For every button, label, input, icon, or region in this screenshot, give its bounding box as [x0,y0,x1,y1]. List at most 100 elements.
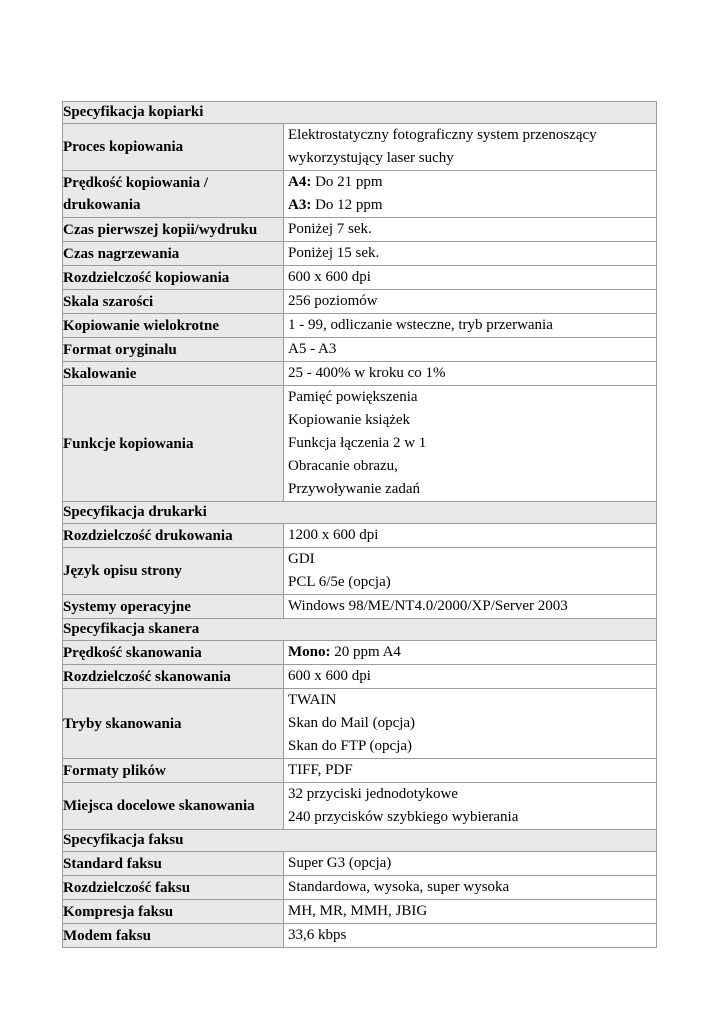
spec-value-line: Windows 98/ME/NT4.0/2000/XP/Server 2003 [288,598,568,614]
spec-value-bold-prefix: A3: [288,197,312,213]
spec-value-line: wykorzystujący laser suchy [288,150,454,166]
spec-row: Standard faksu Super G3 (opcja) [62,851,657,876]
section-header-label: Specyfikacja kopiarki [62,101,657,124]
spec-value-line: Poniżej 15 sek. [288,245,380,261]
spec-label: Kopiowanie wielokrotne [62,313,284,338]
spec-row: Proces kopiowania Elektrostatyczny fotogr… [62,123,657,171]
spec-label: Proces kopiowania [62,123,284,171]
section-header-row: Specyfikacja drukarki [62,501,657,524]
spec-value-line: 32 przyciski jednodotykowe [288,786,458,802]
spec-value-line: 1200 x 600 dpi [288,527,379,543]
spec-row: Kompresja faksu MH, MR, MMH, JBIG [62,899,657,924]
spec-label: Prędkość skanowania [62,640,284,665]
spec-value-line: GDI [288,551,315,567]
spec-table-body: Specyfikacja kopiarki Proces kopiowania El… [62,101,657,948]
spec-value: GDI PCL 6/5e (opcja) [283,547,657,595]
spec-label: Skalowanie [62,361,284,386]
spec-value-line: Pamięć powiększenia [288,389,418,405]
spec-label: Format oryginalu [62,337,284,362]
spec-row: Systemy operacyjne Windows 98/ME/NT4.0/20… [62,594,657,619]
spec-value-line: Standardowa, wysoka, super wysoka [288,879,510,895]
spec-value-line: 600 x 600 dpi [288,668,371,684]
spec-row: Czas nagrzewania Poniżej 15 sek. [62,241,657,266]
spec-value: Elektrostatyczny fotograficzny system pr… [283,123,657,171]
spec-value: 25 - 400% w kroku co 1% [283,361,657,386]
spec-label: Modem faksu [62,923,284,948]
section-header-label: Specyfikacja skanera [62,618,657,641]
spec-label: Prędkość kopiowania / drukowania [62,170,284,218]
spec-value-line: A4: Do 21 ppm [288,174,383,190]
spec-row: Prędkość skanowania Mono: 20 ppm A4 [62,640,657,665]
spec-value-line: Elektrostatyczny fotograficzny system pr… [288,127,597,143]
spec-value: Poniżej 15 sek. [283,241,657,266]
spec-value: Standardowa, wysoka, super wysoka [283,875,657,900]
spec-row: Prędkość kopiowania / drukowania A4: Do 2… [62,170,657,218]
spec-value: Pamięć powiększenia Kopiowanie książek Fun… [283,385,657,502]
spec-value-line: Mono: 20 ppm A4 [288,644,401,660]
spec-value-line: 33,6 kbps [288,927,347,943]
section-header-row: Specyfikacja skanera [62,618,657,641]
spec-row: Funkcje kopiowania Pamięć powiększenia Kop… [62,385,657,502]
spec-row: Język opisu strony GDI PCL 6/5e (opcja) [62,547,657,595]
spec-value-line: 240 przycisków szybkiego wybierania [288,809,519,825]
spec-row: Format oryginalu A5 - A3 [62,337,657,362]
spec-value-line: TIFF, PDF [288,762,353,778]
section-header-row: Specyfikacja kopiarki [62,101,657,124]
spec-value-bold-prefix: Mono: [288,644,331,660]
spec-value: A4: Do 21 ppm A3: Do 12 ppm [283,170,657,218]
spec-value-line: MH, MR, MMH, JBIG [288,903,428,919]
spec-value-line: Funkcja łączenia 2 w 1 [288,435,427,451]
spec-value: 600 x 600 dpi [283,664,657,689]
spec-value-line: A5 - A3 [288,341,337,357]
spec-value: Poniżej 7 sek. [283,217,657,242]
spec-value: A5 - A3 [283,337,657,362]
spec-label: Rozdzielczość kopiowania [62,265,284,290]
spec-label: Formaty plików [62,758,284,783]
spec-row: Skala szarości 256 poziomów [62,289,657,314]
spec-row: Miejsca docelowe skanowania 32 przyciski … [62,782,657,830]
spec-value: 600 x 600 dpi [283,265,657,290]
spec-label: Rozdzielczość drukowania [62,523,284,548]
spec-value: 256 poziomów [283,289,657,314]
spec-value: 33,6 kbps [283,923,657,948]
spec-row: Skalowanie 25 - 400% w kroku co 1% [62,361,657,386]
spec-value-line: Kopiowanie książek [288,412,411,428]
spec-value: 1200 x 600 dpi [283,523,657,548]
section-header-row: Specyfikacja faksu [62,829,657,852]
spec-label: Rozdzielczość faksu [62,875,284,900]
spec-value-line: Skan do FTP (opcja) [288,738,413,754]
spec-row: Formaty plików TIFF, PDF [62,758,657,783]
spec-value: MH, MR, MMH, JBIG [283,899,657,924]
spec-value: TWAIN Skan do Mail (opcja) Skan do FTP (op… [283,688,657,759]
spec-row: Rozdzielczość faksu Standardowa, wysoka, … [62,875,657,900]
spec-value-line: 1 - 99, odliczanie wsteczne, tryb przerw… [288,317,553,333]
spec-value: Windows 98/ME/NT4.0/2000/XP/Server 2003 [283,594,657,619]
spec-label: Systemy operacyjne [62,594,284,619]
spec-value-line: TWAIN [288,692,337,708]
spec-value-line: 256 poziomów [288,293,378,309]
spec-row: Rozdzielczość skanowania 600 x 600 dpi [62,664,657,689]
spec-row: Kopiowanie wielokrotne 1 - 99, odliczanie… [62,313,657,338]
spec-table: Specyfikacja kopiarki Proces kopiowania El… [62,101,657,948]
spec-label: Funkcje kopiowania [62,385,284,502]
spec-value: 1 - 99, odliczanie wsteczne, tryb przerw… [283,313,657,338]
spec-value-line: Obracanie obrazu, [288,458,398,474]
spec-label: Czas pierwszej kopii/wydruku [62,217,284,242]
spec-value-line: 25 - 400% w kroku co 1% [288,365,446,381]
spec-row: Rozdzielczość drukowania 1200 x 600 dpi [62,523,657,548]
spec-value-bold-prefix: A4: [288,174,312,190]
spec-value: Mono: 20 ppm A4 [283,640,657,665]
spec-value-line: Poniżej 7 sek. [288,221,372,237]
section-header-label: Specyfikacja drukarki [62,501,657,524]
spec-value: Super G3 (opcja) [283,851,657,876]
spec-label: Język opisu strony [62,547,284,595]
spec-row: Czas pierwszej kopii/wydruku Poniżej 7 se… [62,217,657,242]
spec-row: Tryby skanowania TWAIN Skan do Mail (opcja… [62,688,657,759]
spec-label: Kompresja faksu [62,899,284,924]
spec-value-line: Przywoływanie zadań [288,481,421,497]
spec-label: Miejsca docelowe skanowania [62,782,284,830]
spec-label: Rozdzielczość skanowania [62,664,284,689]
spec-row: Rozdzielczość kopiowania 600 x 600 dpi [62,265,657,290]
spec-value: TIFF, PDF [283,758,657,783]
